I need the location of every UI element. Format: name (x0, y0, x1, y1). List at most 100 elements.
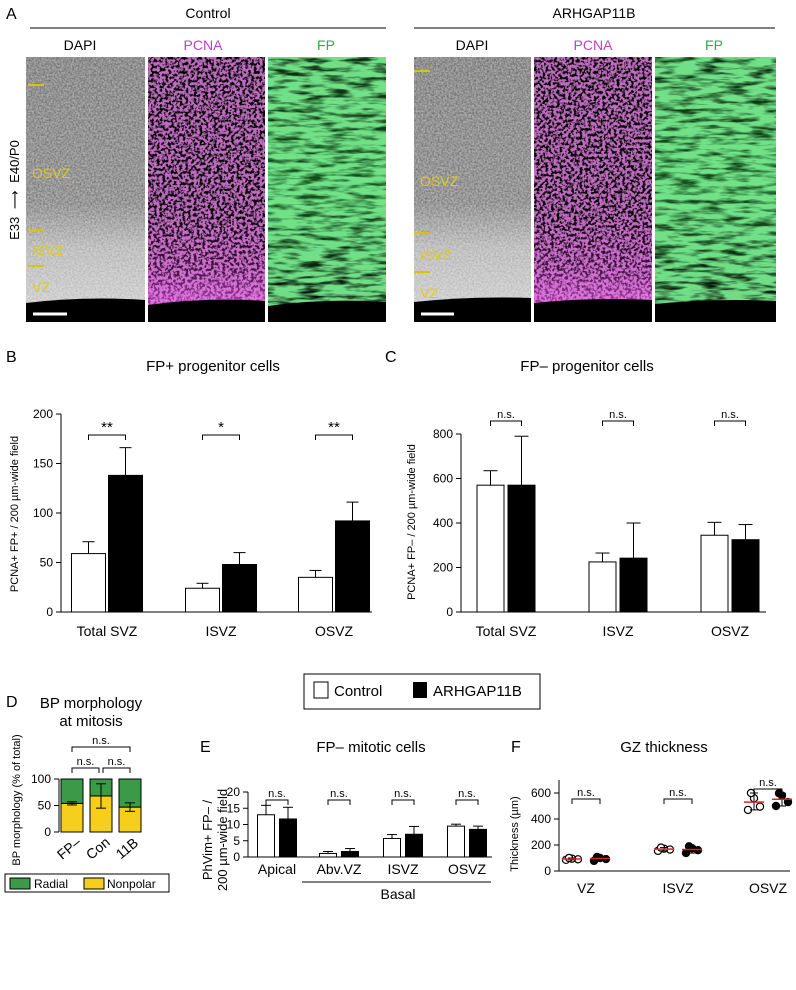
svg-text:200 µm-wide field: 200 µm-wide field (215, 789, 230, 891)
panel-letter-a: A (6, 6, 17, 23)
chart-f-y-tick-label: 200 (531, 838, 551, 852)
chart-c-bracket (714, 420, 746, 426)
legend-arhgap11b-swatch (413, 682, 427, 698)
chart-d-x-tick-label: Con (83, 834, 113, 863)
chart-b-title: FP+ progenitor cells (146, 358, 280, 375)
channel-label-pcna-control: PCNA (184, 37, 224, 53)
channel-label-fp-arhgap11b: FP (705, 37, 723, 53)
chart-c-y-tick-label: 600 (433, 472, 453, 486)
image-arhgap11b-fp (655, 57, 776, 322)
chart-e-x-tick-label: OSVZ (448, 861, 487, 877)
chart-c-x-tick-label: Total SVZ (476, 623, 537, 639)
image-control-dapi (26, 57, 145, 322)
chart-b-bar (185, 587, 220, 613)
chart-c-bar (507, 484, 536, 613)
time-axis-label: E33 ⟶ E40/P0 (7, 140, 22, 240)
channel-label-fp-control: FP (317, 37, 335, 53)
chart-d-plot: 0 50 100 FP– Con 11B n.s. n.s. n.s. (31, 735, 142, 863)
chart-b: FP+ progenitor cells PCNA+ FP+ / 200 µm-… (9, 358, 372, 639)
chart-c-significance: n.s. (721, 409, 739, 421)
panel-letter-e: E (200, 739, 211, 756)
chart-b-x-tick-label: OSVZ (315, 623, 354, 639)
chart-d-ylabel: BP morphology (% of total) (11, 734, 23, 865)
chart-e-x-tick-label: ISVZ (387, 861, 419, 877)
chart-e-group-label: Basal (380, 886, 415, 902)
chart-b-ylabel: PCNA+ FP+ / 200 µm-wide field (9, 436, 21, 592)
chart-d-y-tick-label: 100 (31, 772, 51, 786)
chart-b-x-tick-label: ISVZ (205, 623, 237, 639)
chart-b-y-tick-label: 150 (33, 457, 53, 471)
chart-d-bracket (71, 746, 131, 752)
chart-b-bracket (88, 434, 126, 440)
chart-b-significance: * (218, 419, 224, 436)
chart-f-x-tick-label: VZ (577, 880, 595, 896)
zone-label-vz-control: VZ (32, 279, 50, 295)
chart-f-point (755, 802, 765, 811)
chart-c-ylabel: PCNA+ FP– / 200 µm-wide field (406, 444, 418, 600)
chart-e-title: FP– mitotic cells (316, 739, 425, 756)
chart-e-bar (257, 814, 275, 858)
chart-c-bar (619, 557, 648, 613)
chart-c-bar (700, 534, 729, 613)
chart-e-bracket (265, 799, 289, 805)
chart-e-significance: n.s. (458, 788, 476, 800)
chart-e-bracket (327, 799, 351, 805)
chart-e-x-tick-label: Abv.VZ (317, 861, 362, 877)
svg-text:PhVim+ FP– /: PhVim+ FP– / (200, 799, 215, 880)
chart-d-significance: n.s. (92, 735, 110, 747)
chart-f-significance: n.s. (669, 787, 687, 799)
chart-d-bracket (71, 767, 100, 773)
chart-b-y-tick-label: 0 (46, 605, 53, 619)
chart-e-bar (279, 818, 297, 858)
time-label-end: E40/P0 (7, 140, 22, 183)
chart-e-bar (447, 825, 465, 858)
chart-f-ylabel: Thickness (µm) (509, 796, 521, 871)
legend-nonpolar-label: Nonpolar (107, 877, 156, 891)
chart-c-bar (731, 539, 760, 613)
chart-e-y-tick-label: 5 (233, 834, 240, 848)
chart-d-subtitle: at mitosis (59, 713, 122, 730)
group-label-control: Control (185, 5, 230, 21)
legend-nonpolar-swatch (83, 877, 105, 890)
time-arrow-icon: ⟶ (7, 190, 22, 209)
image-arhgap11b-dapi (414, 57, 531, 322)
time-label-start: E33 (7, 217, 22, 240)
chart-f-y-tick-label: 400 (531, 812, 551, 826)
chart-e-y-tick-label: 0 (233, 850, 240, 864)
chart-f-significance: n.s. (577, 787, 595, 799)
chart-f-significance: n.s. (759, 777, 777, 789)
channel-label-dapi-arhgap11b: DAPI (456, 37, 489, 53)
chart-f: GZ thickness Thickness (µm) 0 200 400 600 VZ… (509, 739, 793, 896)
chart-d-title: BP morphology (40, 695, 143, 712)
chart-e-bar (383, 837, 401, 858)
chart-b-y-tick-label: 200 (33, 407, 53, 421)
chart-c-y-tick-label: 800 (433, 427, 453, 441)
chart-e-significance: n.s. (394, 788, 412, 800)
chart-b-significance: ** (328, 419, 340, 436)
chart-b-significance: ** (101, 419, 113, 436)
chart-f-bracket (571, 798, 601, 804)
chart-c-bar (588, 561, 617, 613)
chart-e-y-tick-label: 20 (227, 785, 241, 799)
chart-f-title: GZ thickness (620, 739, 708, 756)
chart-e-bar (469, 828, 487, 858)
chart-c-bracket (490, 420, 522, 426)
chart-c-significance: n.s. (497, 409, 515, 421)
chart-e: FP– mitotic cells PhVim+ FP– / 200 µm-wi… (200, 739, 492, 902)
zone-label-osvz-control: OSVZ (32, 165, 71, 181)
chart-e-y-tick-label: 10 (227, 818, 241, 832)
chart-c-title: FP– progenitor cells (520, 358, 653, 375)
chart-e-significance: n.s. (330, 788, 348, 800)
group-label-arhgap11b: ARHGAP11B (553, 5, 636, 21)
image-control-fp (268, 57, 386, 322)
chart-e-ylabel-line2: 200 µm-wide field (215, 789, 230, 891)
zone-label-vz-arhgap11b: VZ (420, 285, 438, 301)
chart-c-y-tick-label: 400 (433, 516, 453, 530)
chart-b-y-tick-label: 100 (33, 506, 53, 520)
chart-c-y-tick-label: 200 (433, 561, 453, 575)
chart-b-x-tick-label: Total SVZ (77, 623, 138, 639)
image-control-pcna (148, 57, 265, 322)
chart-c-y-tick-label: 0 (446, 605, 453, 619)
chart-f-y-tick-label: 600 (531, 786, 551, 800)
chart-d-y-tick-label: 50 (38, 799, 52, 813)
